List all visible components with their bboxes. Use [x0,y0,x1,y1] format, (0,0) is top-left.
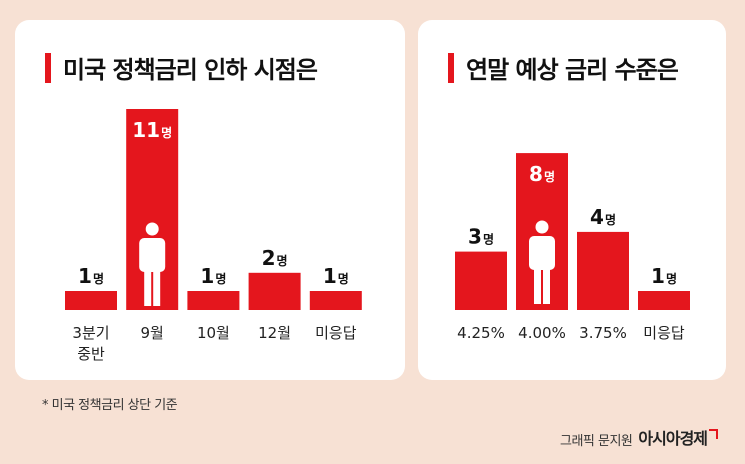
bar-4 [309,291,362,310]
x-tick-label-3: 12월 [258,324,291,342]
x-tick-label-0: 4.25% [457,324,505,342]
title-accent-bar [45,52,51,83]
x-tick-label-2: 10월 [197,324,230,342]
footnote: * 미국 정책금리 상단 기준 [42,398,178,413]
bar-3 [248,272,301,310]
x-tick-label-2: 3.75% [579,324,627,342]
credit-graphic: 그래픽 문지원 [560,434,633,449]
person-icon [139,222,166,306]
x-tick-label-0: 3분기 [72,324,109,342]
x-tick-label-1: 4.00% [518,324,566,342]
brand-mark-icon [709,429,719,439]
chart-title: 미국 정책금리 인하 시점은 [63,56,318,84]
x-tick-label-3: 미응답 [643,324,685,342]
data-label-2: 1명 [200,264,226,288]
data-label-4: 1명 [323,264,349,288]
title-accent-bar [448,52,454,83]
data-label-1: 8명 [529,162,555,186]
data-label-1: 11명 [132,118,172,142]
data-label-3: 2명 [262,246,288,270]
person-icon [529,220,555,304]
title-row: 미국 정책금리 인하 시점은 [45,50,318,85]
title-row: 연말 예상 금리 수준은 [448,50,679,85]
x-tick-label-1: 9월 [141,324,164,342]
bar-3 [638,291,690,310]
data-label-0: 3명 [468,225,494,249]
data-label-2: 4명 [590,205,616,229]
credit: 그래픽 문지원 아시아경제 [560,425,719,449]
bar-2 [577,231,629,310]
bar-2 [187,291,240,310]
bar-0 [455,251,507,310]
x-tick-label-0: 중반 [77,345,105,363]
bar-0 [65,291,117,310]
data-label-3: 1명 [651,264,677,288]
chart-title: 연말 예상 금리 수준은 [466,56,679,84]
bar-1 [126,109,179,310]
x-tick-label-4: 미응답 [315,324,357,342]
data-label-0: 1명 [78,264,104,288]
brand-logo: 아시아경제 [638,429,708,448]
